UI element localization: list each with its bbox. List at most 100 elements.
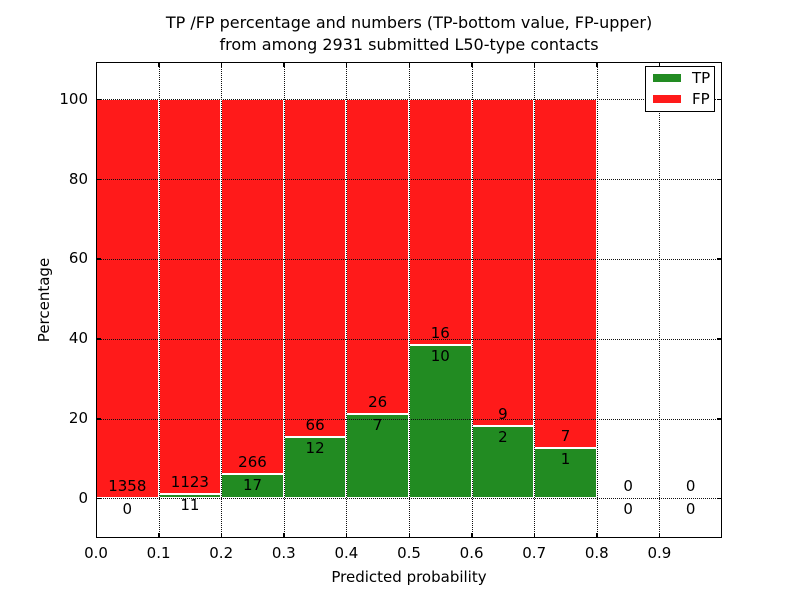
gridline-horizontal — [96, 498, 722, 500]
fp-count-label: 66 — [305, 415, 325, 434]
y-tick-label: 20 — [68, 409, 88, 427]
gridline-horizontal — [96, 99, 722, 101]
tp-count-label: 7 — [372, 415, 383, 434]
x-tick-label: 0.5 — [397, 544, 421, 562]
y-tick-label: 80 — [68, 169, 88, 188]
tp-legend-swatch — [653, 74, 681, 82]
x-axis-label: Predicted probability — [331, 568, 487, 586]
x-tickmark-top — [158, 62, 160, 67]
fp-count-label: 0 — [623, 477, 633, 496]
x-tick-label: 0.7 — [522, 544, 547, 562]
gridline-vertical — [346, 62, 348, 538]
y-tickmark-right — [717, 98, 722, 101]
x-tick-label: 0.1 — [146, 544, 171, 562]
x-tickmark — [471, 533, 473, 538]
x-tickmark-top — [220, 62, 223, 67]
y-tick-label: 40 — [68, 329, 88, 348]
x-tickmark — [158, 533, 160, 538]
y-tickmark — [96, 258, 101, 260]
y-tick-label: 0 — [78, 488, 88, 507]
x-tickmark — [345, 533, 348, 538]
gridline-vertical — [659, 62, 661, 538]
x-tickmark — [596, 533, 598, 538]
gridline-vertical — [471, 62, 473, 538]
tp-count-label: 11 — [180, 496, 200, 515]
x-tick-label: 0.4 — [334, 544, 359, 562]
y-tickmark-right — [717, 497, 722, 500]
bar-fp-segment — [409, 99, 472, 345]
x-tickmark-top — [596, 62, 598, 67]
tp-count-label: 0 — [623, 500, 633, 519]
fp-count-label: 1358 — [108, 477, 147, 496]
x-tick-label: 0.6 — [459, 544, 484, 562]
x-tick-label: 0.0 — [84, 544, 108, 562]
x-tickmark — [408, 533, 410, 538]
bar-tp-segment — [534, 448, 597, 499]
y-tickmark-right — [717, 258, 722, 260]
bar-fp-segment — [471, 99, 535, 426]
legend: TP FP — [645, 66, 715, 112]
fp-count-label: 9 — [498, 404, 508, 423]
x-tickmark — [95, 533, 97, 538]
fp-count-label: 26 — [368, 392, 388, 411]
y-tick-label: 100 — [59, 89, 88, 108]
x-tickmark-top — [345, 62, 348, 67]
y-tickmark — [96, 178, 101, 181]
chart-title-line2: from among 2931 submitted L50-type conta… — [219, 35, 599, 54]
fp-count-label: 16 — [430, 323, 450, 342]
bar-fp-segment — [158, 99, 222, 495]
gridline-vertical — [283, 62, 285, 538]
tp-legend-label: TP — [692, 69, 711, 87]
fp-count-label: 0 — [685, 477, 696, 496]
tp-count-label: 1 — [560, 450, 571, 469]
tp-count-label: 12 — [305, 438, 325, 457]
x-tick-label: 0.3 — [271, 544, 296, 562]
x-tickmark-top — [408, 62, 410, 67]
x-tickmark — [220, 533, 223, 538]
bar-fp-segment — [96, 99, 159, 499]
bar-fp-segment — [221, 99, 284, 475]
tp-count-label: 0 — [685, 500, 696, 519]
tp-count-label: 0 — [122, 500, 133, 519]
gridline-horizontal — [96, 338, 722, 340]
gridline-horizontal — [96, 258, 722, 260]
fp-legend-label: FP — [692, 90, 710, 108]
chart-title-line1: TP /FP percentage and numbers (TP-bottom… — [165, 13, 653, 32]
plot-area: TP FP 1358 0 1123 11 266 17 66 12 26 7 16 10 9 2 7 1 0 0 0… — [95, 62, 722, 538]
tp-count-label: 2 — [498, 427, 508, 446]
gridline-vertical — [221, 62, 223, 538]
gridline-vertical — [158, 62, 160, 538]
y-tickmark — [96, 497, 101, 500]
x-tickmark-top — [658, 62, 661, 67]
gridline-horizontal — [96, 418, 722, 420]
gridline-vertical — [596, 62, 598, 538]
chart-title: TP /FP percentage and numbers (TP-bottom… — [96, 12, 722, 56]
bar-fp-segment — [534, 99, 597, 449]
y-tick-label: 60 — [68, 249, 88, 268]
gridline-vertical — [409, 62, 410, 538]
legend-item-fp: FP — [646, 89, 714, 109]
y-tickmark-right — [717, 178, 722, 181]
x-tickmark-top — [471, 62, 473, 67]
x-tickmark-top — [283, 62, 285, 67]
gridline-horizontal — [96, 179, 722, 181]
bar-tp-segment — [283, 436, 347, 499]
fp-count-label: 1123 — [170, 473, 209, 492]
tp-count-label: 17 — [242, 476, 263, 495]
x-tickmark — [283, 533, 285, 538]
x-tickmark-top — [95, 62, 97, 67]
fp-count-label: 266 — [238, 453, 267, 472]
x-tick-label: 0.8 — [584, 544, 609, 562]
x-tickmark — [533, 533, 536, 538]
x-tick-label: 0.9 — [647, 544, 672, 562]
bar-tp-segment — [409, 344, 472, 499]
x-tick-label: 0.2 — [209, 544, 234, 562]
gridline-vertical — [534, 62, 536, 538]
fp-count-label: 7 — [560, 427, 571, 446]
y-tickmark-right — [717, 418, 722, 420]
tp-count-label: 10 — [430, 346, 450, 365]
legend-item-tp: TP — [646, 68, 714, 88]
fp-legend-swatch — [653, 95, 681, 103]
y-tickmark — [96, 338, 101, 340]
